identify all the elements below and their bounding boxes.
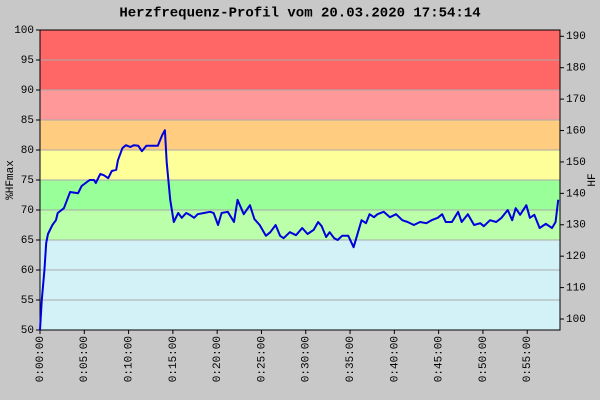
- zone: [40, 90, 560, 120]
- x-tick-label: 0:05:00: [79, 336, 91, 382]
- y-tick-label: 55: [21, 295, 34, 307]
- y-tick-label: 95: [21, 55, 34, 67]
- x-tick-label: 0:10:00: [123, 336, 135, 382]
- x-tick-label: 0:25:00: [256, 336, 268, 382]
- y2-axis-label: HF: [587, 173, 599, 186]
- y-tick-label: 70: [21, 205, 34, 217]
- y-tick-label: 50: [21, 325, 34, 337]
- y2-tick-label: 130: [566, 220, 586, 232]
- y2-tick-label: 120: [566, 251, 586, 263]
- x-tick-label: 0:15:00: [168, 336, 180, 382]
- y2-tick-label: 190: [566, 31, 586, 43]
- y-tick-label: 100: [14, 25, 34, 37]
- x-tick-label: 0:45:00: [434, 336, 446, 382]
- y-tick-label: 90: [21, 85, 34, 97]
- y-axis-label: %HFmax: [5, 160, 17, 200]
- y-tick-label: 85: [21, 115, 34, 127]
- zone: [40, 120, 560, 150]
- y2-tick-label: 100: [566, 314, 586, 326]
- chart-title: Herzfrequenz-Profil vom 20.03.2020 17:54…: [119, 6, 480, 22]
- y2-tick-label: 180: [566, 63, 586, 75]
- x-tick-label: 0:50:00: [478, 336, 490, 382]
- y2-tick-label: 110: [566, 282, 586, 294]
- x-tick-label: 0:35:00: [345, 336, 357, 382]
- x-tick-label: 0:55:00: [522, 336, 534, 382]
- plot-frame: [39, 29, 561, 331]
- zone: [40, 240, 560, 330]
- x-tick-label: 0:00:00: [35, 336, 47, 382]
- zone: [40, 180, 560, 210]
- y-tick-label: 75: [21, 175, 34, 187]
- y2-tick-label: 150: [566, 157, 586, 169]
- heart-rate-line: [39, 129, 560, 331]
- zone: [40, 150, 560, 180]
- y-tick-label: 65: [21, 235, 34, 247]
- y-tick-label: 80: [21, 145, 34, 157]
- x-tick-label: 0:20:00: [212, 336, 224, 382]
- x-tick-label: 0:40:00: [389, 336, 401, 382]
- x-tick-label: 0:30:00: [301, 336, 313, 382]
- y2-tick-label: 160: [566, 125, 586, 137]
- y2-tick-label: 140: [566, 188, 586, 200]
- y2-tick-label: 170: [566, 94, 586, 106]
- y-tick-label: 60: [21, 265, 34, 277]
